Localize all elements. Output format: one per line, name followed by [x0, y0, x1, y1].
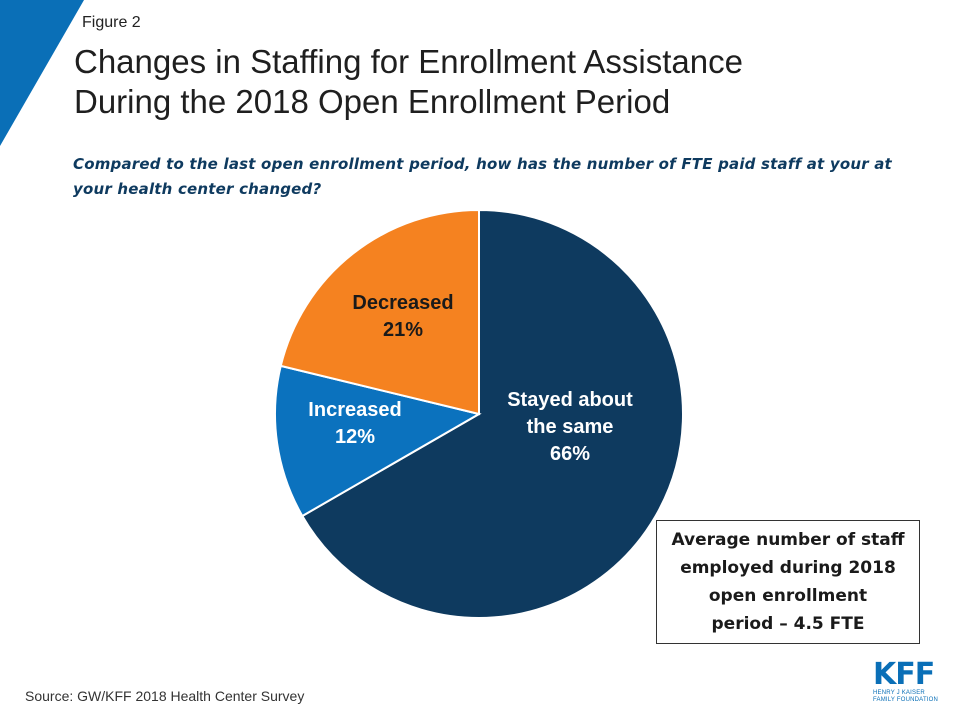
logo-subtitle-1: HENRY J KAISER [873, 690, 925, 696]
pie-slice-2 [279, 208, 480, 416]
corner-accent-shape [0, 0, 84, 146]
slice-label-2: Decreased 21% [352, 292, 453, 341]
slice-label-line-1-0: Increased [308, 399, 401, 421]
logo-subtitle-2: FAMILY FOUNDATION [873, 697, 939, 703]
kff-logo: KFF HENRY J KAISER FAMILY FOUNDATION [873, 660, 949, 704]
callout-line-3: open enrollment [708, 586, 868, 606]
callout-line-2: employed during 2018 [680, 558, 896, 578]
callout-line-4: period – 4.5 FTE [711, 614, 865, 634]
survey-question: Compared to the last open enrollment per… [73, 155, 892, 198]
average-staff-callout: Average number of staff employed during … [656, 520, 920, 644]
title-line-2: During the 2018 Open Enrollment Period [74, 83, 671, 120]
slice-percent-1: 12% [335, 426, 375, 448]
logo-text: KFF [873, 657, 935, 692]
callout-line-1: Average number of staff [671, 530, 905, 550]
slice-percent-2: 21% [383, 319, 423, 341]
title-line-1: Changes in Staffing for Enrollment Assis… [74, 43, 743, 80]
slice-label-line-2-0: Decreased [352, 292, 453, 314]
slice-percent-0: 66% [550, 443, 590, 465]
source-note: Source: GW/KFF 2018 Health Center Survey [25, 688, 305, 704]
pie-slice-0 [300, 208, 684, 619]
slice-label-line-0-1: the same [527, 416, 614, 438]
slice-label-line-0-0: Stayed about [507, 389, 633, 411]
chart-title: Changes in Staffing for Enrollment Assis… [74, 42, 914, 122]
pie-slice-1 [274, 364, 482, 518]
figure-label: Figure 2 [82, 14, 141, 31]
slice-label-1: Increased 12% [308, 399, 401, 448]
slice-label-0: Stayed about the same 66% [507, 389, 633, 465]
